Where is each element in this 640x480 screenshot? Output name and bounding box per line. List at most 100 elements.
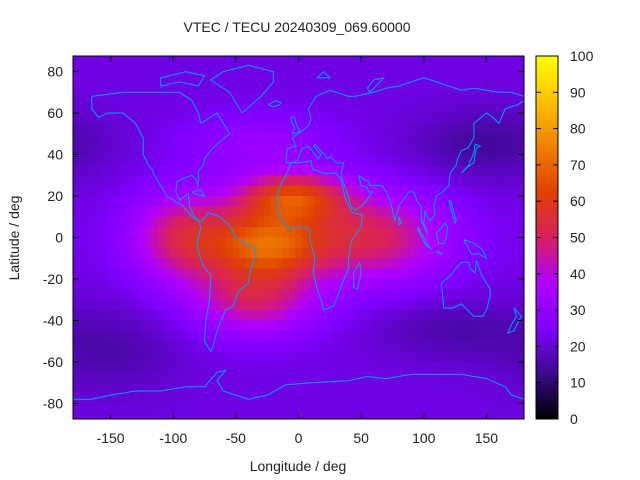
heatmap-cell xyxy=(113,144,121,156)
heatmap-cell xyxy=(376,206,384,218)
heatmap-cell xyxy=(213,227,221,239)
heatmap-cell xyxy=(364,154,372,166)
heatmap-cell xyxy=(132,320,140,332)
heatmap-cell xyxy=(282,144,290,156)
heatmap-cell xyxy=(389,102,397,114)
heatmap-cell xyxy=(464,123,472,135)
heatmap-cell xyxy=(138,278,146,290)
heatmap-cell xyxy=(232,341,240,353)
heatmap-cell xyxy=(301,258,309,270)
heatmap-cell xyxy=(451,237,459,249)
heatmap-cell xyxy=(163,102,171,114)
heatmap-cell xyxy=(176,320,184,332)
heatmap-cell xyxy=(270,133,278,145)
heatmap-cell xyxy=(113,113,121,125)
heatmap-cell xyxy=(207,56,215,62)
heatmap-cell xyxy=(339,154,347,166)
heatmap-cell xyxy=(520,216,524,228)
heatmap-cell xyxy=(445,320,453,332)
heatmap-cell xyxy=(514,56,522,62)
heatmap-cell xyxy=(451,56,459,62)
heatmap-cell xyxy=(376,92,384,104)
heatmap-cell xyxy=(213,61,221,73)
coastline xyxy=(398,216,402,227)
heatmap-cell xyxy=(364,278,372,290)
heatmap-cell xyxy=(320,102,328,114)
heatmap-cell xyxy=(326,351,334,363)
heatmap-cell xyxy=(76,382,83,394)
coastline xyxy=(290,116,301,135)
heatmap-cell xyxy=(383,258,390,270)
heatmap-cell xyxy=(245,268,253,280)
heatmap-cell xyxy=(326,403,334,415)
heatmap-cell xyxy=(251,413,259,419)
heatmap-cell xyxy=(383,382,390,394)
heatmap-cell xyxy=(326,81,334,93)
heatmap-cell xyxy=(201,56,209,62)
heatmap-cell xyxy=(101,299,109,311)
y-tick-label: 0 xyxy=(55,230,63,246)
heatmap-cell xyxy=(138,382,146,394)
y-tick-label: 20 xyxy=(47,188,63,204)
heatmap-cell xyxy=(508,71,516,83)
heatmap-cell xyxy=(426,61,434,73)
heatmap-cell xyxy=(282,237,290,249)
heatmap-cell xyxy=(207,154,215,166)
heatmap-cell xyxy=(358,330,365,342)
heatmap-cell xyxy=(345,206,353,218)
heatmap-cell xyxy=(257,56,265,62)
heatmap-cell xyxy=(420,92,428,104)
heatmap-cell xyxy=(301,216,309,228)
heatmap-cell xyxy=(226,185,234,197)
heatmap-cell xyxy=(426,382,434,394)
heatmap-cell xyxy=(157,247,165,259)
heatmap-cell xyxy=(188,330,196,342)
heatmap-cell xyxy=(176,71,184,83)
heatmap-cell xyxy=(383,227,390,239)
heatmap-cell xyxy=(73,144,77,156)
heatmap-cell xyxy=(270,154,278,166)
heatmap-cell xyxy=(408,71,415,83)
heatmap-cell xyxy=(464,393,472,405)
heatmap-cell xyxy=(314,144,322,156)
heatmap-cell xyxy=(439,237,447,249)
heatmap-cell xyxy=(257,351,265,363)
heatmap-cell xyxy=(188,71,196,83)
heatmap-cell xyxy=(245,299,253,311)
heatmap-cell xyxy=(182,227,190,239)
heatmap-cell xyxy=(295,216,303,228)
heatmap-cell xyxy=(458,185,466,197)
heatmap-cell xyxy=(414,289,422,301)
heatmap-cell xyxy=(176,310,184,322)
heatmap-cell xyxy=(470,247,478,259)
heatmap-cell xyxy=(520,278,524,290)
heatmap-cell xyxy=(201,268,209,280)
heatmap-cell xyxy=(477,196,484,207)
heatmap-cell xyxy=(270,175,278,187)
heatmap-cell xyxy=(514,268,522,280)
heatmap-cell xyxy=(464,71,472,83)
heatmap-cell xyxy=(82,113,90,125)
heatmap-cell xyxy=(401,133,409,145)
heatmap-cell xyxy=(213,196,221,207)
heatmap-cell xyxy=(508,320,516,332)
heatmap-cell xyxy=(113,61,121,73)
heatmap-cell xyxy=(376,133,384,145)
heatmap-cell xyxy=(151,247,159,259)
y-tick-label: -40 xyxy=(43,312,63,328)
heatmap-cell xyxy=(119,372,127,384)
heatmap-cell xyxy=(176,113,184,125)
coastline xyxy=(366,76,386,94)
heatmap-cell xyxy=(73,278,77,290)
heatmap-cell xyxy=(401,278,409,290)
heatmap-cell xyxy=(238,113,246,125)
heatmap-cell xyxy=(426,320,434,332)
heatmap-cell xyxy=(320,61,328,73)
heatmap-cell xyxy=(420,299,428,311)
heatmap-cell xyxy=(314,185,322,197)
heatmap-cell xyxy=(107,185,115,197)
heatmap-cell xyxy=(170,71,177,83)
heatmap-cell xyxy=(151,278,159,290)
heatmap-cell xyxy=(101,403,109,415)
heatmap-cell xyxy=(520,71,524,83)
